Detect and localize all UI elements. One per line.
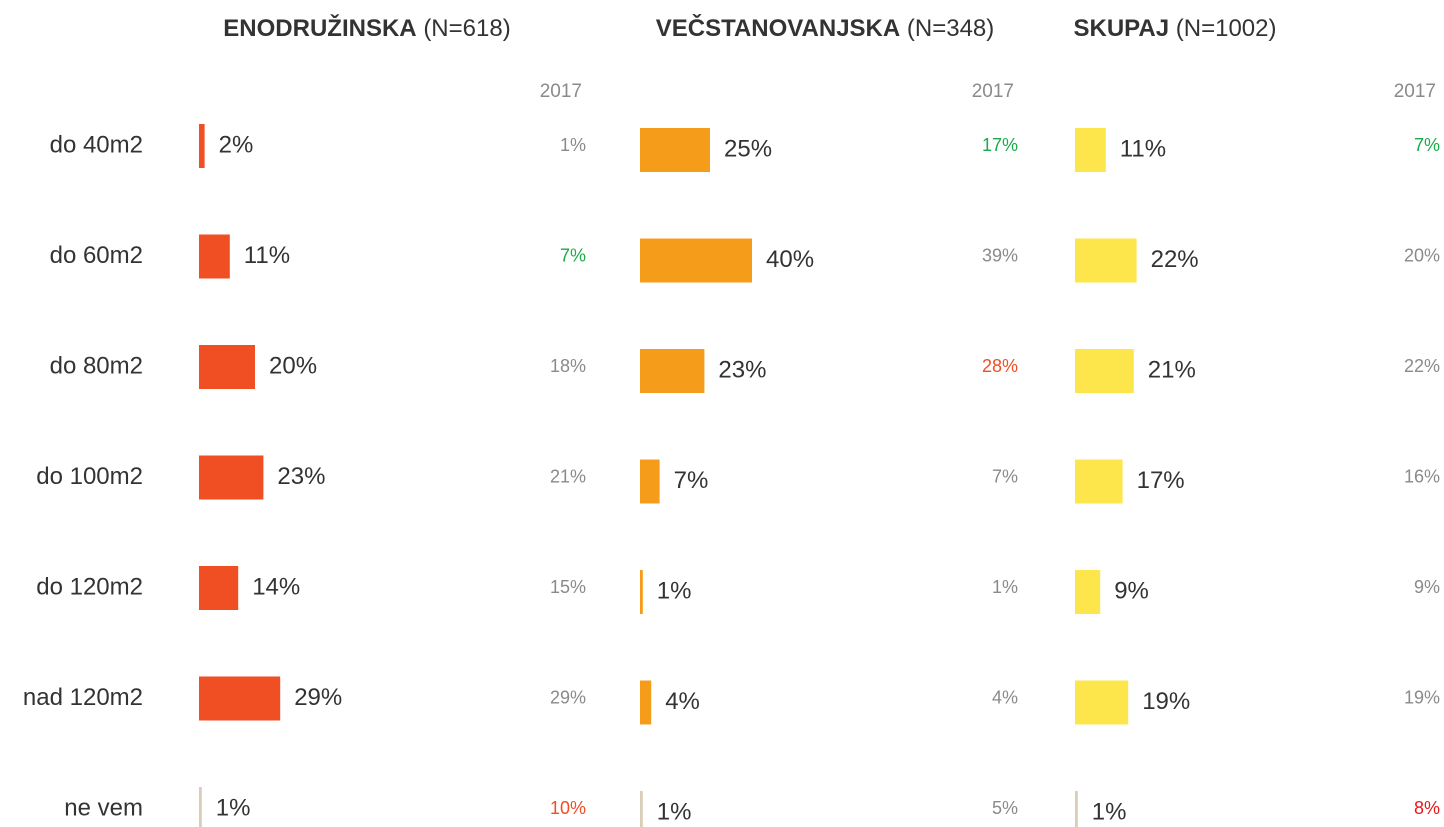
bar xyxy=(199,345,255,389)
category-label: do 40m2 xyxy=(50,131,143,158)
value-label: 1% xyxy=(657,577,692,604)
title-bold: SKUPAJ xyxy=(1074,15,1170,42)
category-label: do 120m2 xyxy=(36,573,143,600)
comparison-label: 7% xyxy=(560,245,586,265)
comparison-label: 16% xyxy=(1404,466,1440,486)
comparison-label: 9% xyxy=(1414,577,1440,597)
comparison-label: 29% xyxy=(550,687,586,707)
value-label: 19% xyxy=(1142,688,1190,715)
bar xyxy=(640,570,643,614)
category-label: do 100m2 xyxy=(36,463,143,490)
value-label: 22% xyxy=(1151,246,1199,273)
bar xyxy=(199,455,264,500)
comparison-header: 2017 xyxy=(1394,81,1436,102)
value-label: 4% xyxy=(665,688,700,715)
title-n: (N=1002) xyxy=(1176,15,1277,42)
bar xyxy=(199,787,202,827)
bar xyxy=(199,234,230,279)
bar xyxy=(640,238,752,283)
value-label: 23% xyxy=(277,463,325,490)
category-label: do 60m2 xyxy=(50,242,143,269)
comparison-label: 22% xyxy=(1404,356,1440,376)
comparison-label: 21% xyxy=(550,466,586,486)
value-label: 11% xyxy=(1120,135,1166,162)
value-label: 1% xyxy=(1092,798,1127,825)
comparison-label: 15% xyxy=(550,577,586,597)
value-label: 23% xyxy=(718,356,766,383)
value-label: 17% xyxy=(1137,467,1185,494)
comparison-label: 7% xyxy=(992,466,1018,486)
category-label: ne vem xyxy=(64,794,143,821)
value-label: 9% xyxy=(1114,577,1149,604)
bar xyxy=(640,791,643,827)
value-label: 40% xyxy=(766,246,814,273)
comparison-label: 19% xyxy=(1404,687,1440,707)
bar xyxy=(1075,238,1137,283)
bar xyxy=(1075,459,1123,504)
panel-title: SKUPAJ (N=1002) xyxy=(1074,15,1277,42)
bar xyxy=(640,128,710,172)
bar xyxy=(640,349,705,393)
comparison-label: 7% xyxy=(1414,135,1440,155)
value-label: 25% xyxy=(724,135,772,162)
value-label: 1% xyxy=(657,798,692,825)
comparison-label: 10% xyxy=(550,798,586,818)
value-label: 29% xyxy=(294,684,342,711)
title-bold: ENODRUŽINSKA xyxy=(223,14,416,42)
comparison-header: 2017 xyxy=(972,81,1014,102)
bar xyxy=(640,459,660,504)
value-label: 11% xyxy=(244,242,290,269)
comparison-label: 8% xyxy=(1414,798,1440,818)
category-label: nad 120m2 xyxy=(23,684,143,711)
bar xyxy=(1075,570,1101,614)
comparison-label: 1% xyxy=(992,577,1018,597)
panel-title: ENODRUŽINSKA (N=618) xyxy=(223,14,510,42)
comparison-label: 5% xyxy=(992,798,1018,818)
title-n: (N=348) xyxy=(907,15,994,42)
value-label: 21% xyxy=(1148,356,1196,383)
panel-title: VEČSTANOVANJSKA (N=348) xyxy=(656,14,995,42)
bar xyxy=(640,680,652,725)
comparison-label: 28% xyxy=(982,356,1018,376)
comparison-label: 18% xyxy=(550,356,586,376)
category-label: do 80m2 xyxy=(50,352,143,379)
title-bold: VEČSTANOVANJSKA xyxy=(656,14,900,42)
comparison-label: 39% xyxy=(982,245,1018,265)
comparison-header: 2017 xyxy=(540,81,582,102)
title-n: (N=618) xyxy=(423,15,510,42)
bar xyxy=(1075,680,1129,725)
value-label: 2% xyxy=(219,131,254,158)
comparison-label: 17% xyxy=(982,135,1018,155)
comparison-label: 4% xyxy=(992,687,1018,707)
comparison-label: 20% xyxy=(1404,245,1440,265)
value-label: 20% xyxy=(269,352,317,379)
bar xyxy=(1075,349,1134,393)
comparison-label: 1% xyxy=(560,135,586,155)
bar xyxy=(199,124,205,168)
bar xyxy=(1075,128,1106,172)
value-label: 1% xyxy=(216,794,251,821)
bar xyxy=(199,566,239,610)
value-label: 7% xyxy=(674,467,709,494)
bar xyxy=(1075,791,1078,827)
bar xyxy=(199,676,281,721)
value-label: 14% xyxy=(252,573,300,600)
